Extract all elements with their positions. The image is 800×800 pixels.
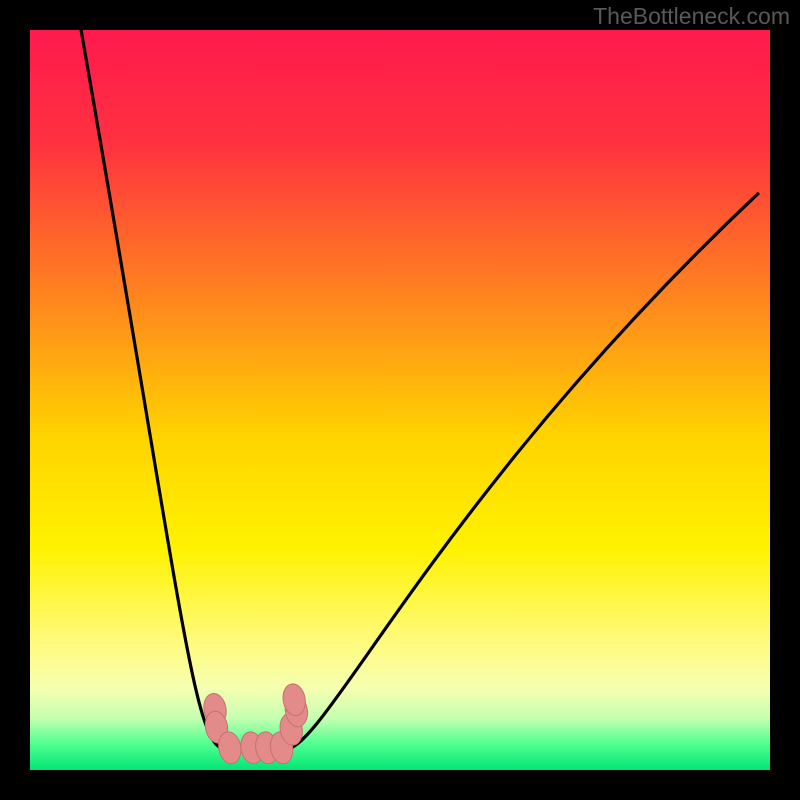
watermark-text: TheBottleneck.com — [593, 3, 790, 30]
chart-frame: TheBottleneck.com — [0, 0, 800, 800]
plot-background — [30, 30, 770, 770]
bottleneck-v-curve — [0, 0, 800, 800]
